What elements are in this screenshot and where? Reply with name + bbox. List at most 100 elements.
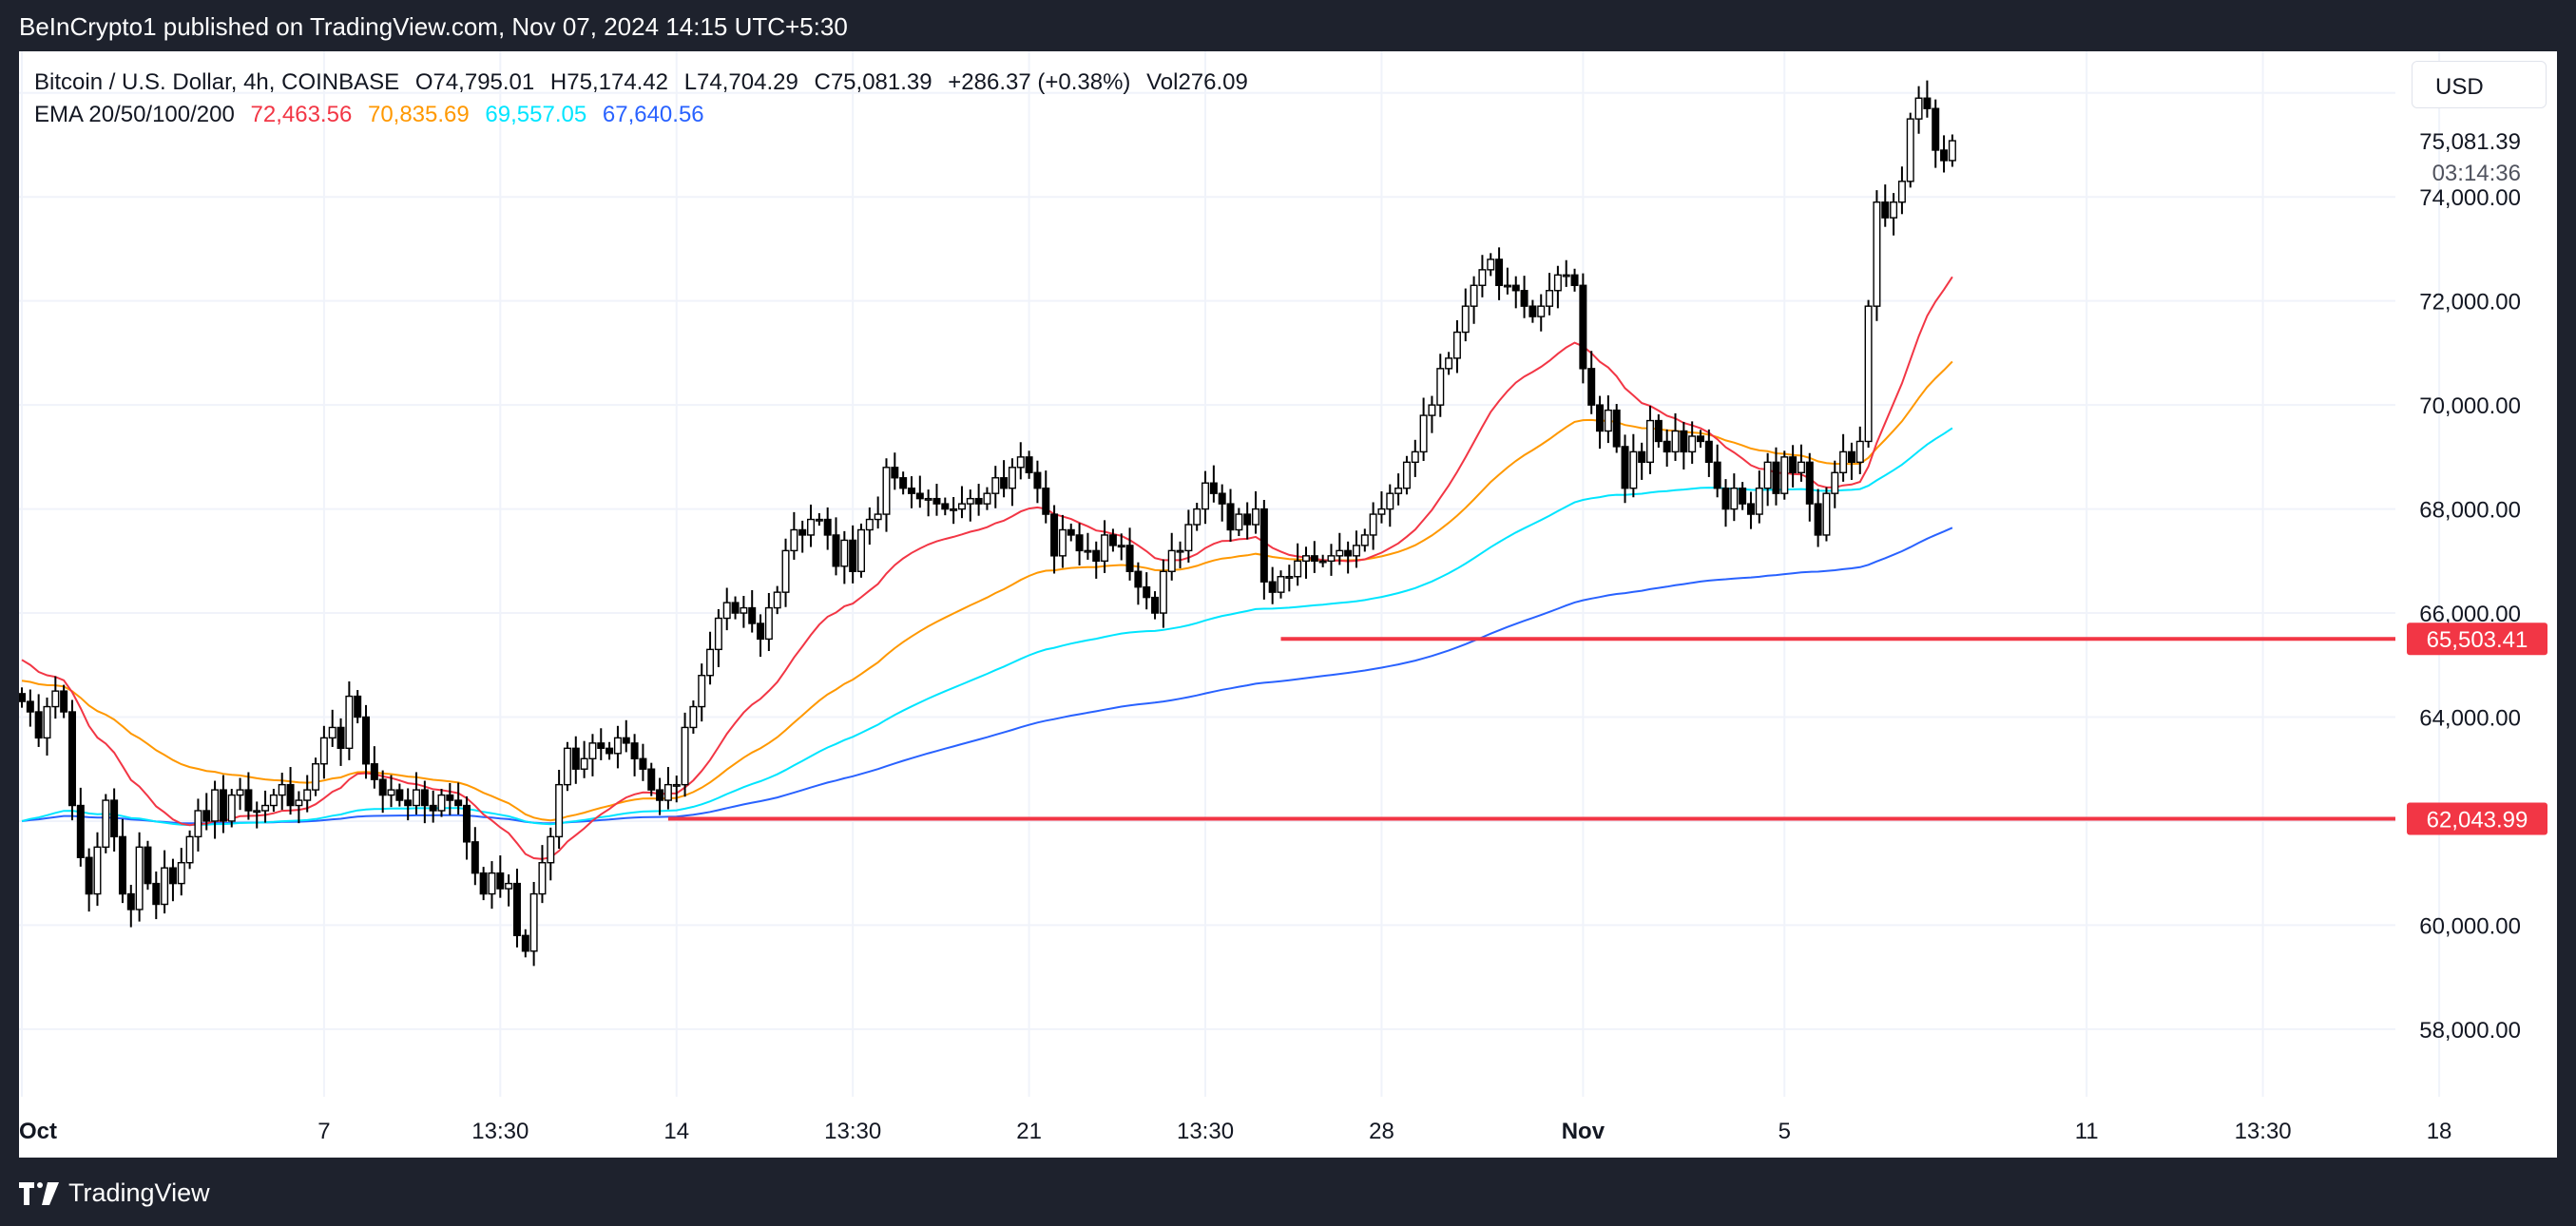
candle[interactable] (1940, 149, 1949, 162)
candle[interactable] (1587, 368, 1596, 406)
candle[interactable] (957, 503, 966, 510)
candle[interactable] (395, 789, 404, 801)
candle[interactable] (34, 711, 43, 739)
support-price-tag[interactable] (2407, 802, 2547, 835)
candle[interactable] (67, 711, 76, 807)
candle[interactable] (891, 467, 899, 479)
candle[interactable] (1923, 97, 1932, 109)
candle[interactable] (1092, 549, 1101, 563)
candle[interactable] (606, 747, 614, 755)
candle[interactable] (1369, 513, 1377, 536)
candle[interactable] (1209, 482, 1218, 494)
candle[interactable] (613, 737, 622, 755)
candle[interactable] (1864, 305, 1873, 443)
candle[interactable] (512, 882, 521, 937)
candle[interactable] (1075, 534, 1084, 552)
candle[interactable] (832, 534, 840, 567)
chart-panel[interactable]: 76,000.0074,000.0072,000.0070,000.0068,0… (19, 51, 2557, 1158)
candle[interactable] (790, 528, 798, 552)
candle[interactable] (1461, 305, 1470, 334)
candle[interactable] (1746, 503, 1755, 515)
candle[interactable] (1159, 570, 1167, 614)
candle[interactable] (874, 513, 882, 521)
candle[interactable] (1243, 513, 1252, 526)
candle[interactable] (1553, 274, 1562, 292)
candle[interactable] (1914, 97, 1923, 120)
candle[interactable] (1016, 456, 1025, 469)
candle[interactable] (1638, 450, 1646, 464)
candle[interactable] (1948, 140, 1956, 162)
candle[interactable] (1327, 555, 1336, 563)
candle[interactable] (974, 497, 983, 505)
candle[interactable] (102, 799, 110, 849)
candle[interactable] (420, 789, 429, 807)
candle[interactable] (950, 508, 958, 511)
candle[interactable] (471, 841, 479, 874)
candle[interactable] (580, 757, 588, 770)
candle[interactable] (1772, 461, 1780, 494)
candle[interactable] (1629, 450, 1638, 489)
candle[interactable] (161, 867, 169, 906)
candle[interactable] (1604, 409, 1612, 432)
candle[interactable] (1436, 368, 1445, 406)
candle[interactable] (1654, 419, 1663, 443)
candle[interactable] (1932, 107, 1940, 151)
candle[interactable] (1386, 492, 1394, 510)
candle[interactable] (865, 518, 874, 531)
candle[interactable] (915, 492, 924, 500)
candle[interactable] (370, 763, 378, 780)
candle[interactable] (932, 497, 941, 505)
candle[interactable] (1503, 284, 1511, 288)
candle[interactable] (1528, 305, 1537, 317)
candle[interactable] (1252, 508, 1260, 526)
candle[interactable] (924, 497, 932, 501)
candle[interactable] (966, 497, 974, 505)
symbol-title[interactable]: Bitcoin / U.S. Dollar, 4h, COINBASE (34, 69, 400, 95)
candle[interactable] (1042, 488, 1050, 515)
candle[interactable] (1000, 477, 1009, 489)
candle[interactable] (840, 539, 849, 567)
candle[interactable] (1671, 430, 1680, 453)
candle[interactable] (1730, 488, 1739, 510)
candle[interactable] (202, 810, 211, 822)
candle[interactable] (991, 477, 1000, 494)
candle[interactable] (144, 846, 152, 885)
candle[interactable] (538, 862, 547, 895)
candle[interactable] (312, 763, 320, 791)
candle[interactable] (748, 606, 757, 624)
candle[interactable] (1755, 488, 1763, 515)
candle[interactable] (1143, 585, 1151, 599)
candle[interactable] (1377, 508, 1386, 515)
candle[interactable] (983, 492, 991, 505)
candle[interactable] (26, 700, 34, 713)
candle[interactable] (505, 882, 513, 890)
candle[interactable] (1704, 440, 1713, 464)
candle[interactable] (1721, 488, 1730, 510)
candle[interactable] (1117, 545, 1125, 548)
candle[interactable] (1520, 290, 1528, 307)
candle[interactable] (1101, 534, 1109, 563)
candle[interactable] (857, 528, 866, 572)
candle[interactable] (1294, 560, 1302, 578)
candle[interactable] (303, 789, 312, 801)
candle[interactable] (588, 742, 597, 759)
candle[interactable] (1906, 118, 1914, 182)
candle[interactable] (563, 747, 571, 786)
candle[interactable] (1193, 508, 1201, 526)
candle[interactable] (253, 810, 261, 814)
candle[interactable] (43, 705, 51, 739)
ema-label[interactable]: EMA 20/50/100/200 (34, 102, 235, 127)
candle[interactable] (454, 799, 463, 807)
candle[interactable] (413, 789, 421, 807)
candle[interactable] (1646, 419, 1655, 464)
candle[interactable] (177, 862, 185, 885)
candle[interactable] (714, 617, 722, 651)
candle[interactable] (362, 716, 371, 765)
candle[interactable] (1259, 508, 1268, 583)
candle[interactable] (597, 742, 606, 750)
candle[interactable] (1419, 414, 1428, 453)
candle[interactable] (1570, 274, 1579, 286)
candle[interactable] (1336, 549, 1344, 557)
candle[interactable] (1108, 534, 1117, 546)
candle[interactable] (773, 591, 781, 609)
